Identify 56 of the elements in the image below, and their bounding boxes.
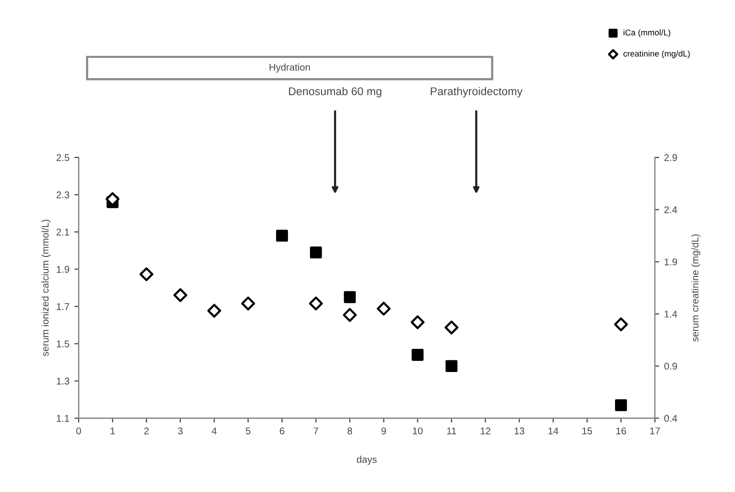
y2-tick-label: 2.9 (664, 154, 677, 162)
legend-label: iCa (mmol/L) (624, 29, 670, 38)
y-tick-label: 1.9 (56, 266, 70, 273)
point (207, 304, 222, 318)
x-tick-label: 8 (348, 427, 352, 434)
x-axis-title: days (356, 456, 377, 465)
point (444, 320, 458, 334)
x-tick-label: 16 (616, 427, 626, 434)
point (614, 317, 628, 332)
x-tick-label: 15 (582, 428, 592, 434)
x-tick-label: 6 (280, 427, 284, 434)
y-axis-title: serum ionized calcium (mmol/L) (41, 220, 51, 356)
point (241, 296, 256, 310)
point (308, 296, 323, 310)
y2-tick-label: 1.4 (664, 310, 678, 318)
point (615, 399, 627, 412)
y2-tick-label: 0.9 (664, 362, 677, 370)
point (342, 308, 357, 322)
y-tick-label: 2.5 (56, 154, 70, 162)
x-tick-label: 1 (110, 428, 115, 434)
point (410, 315, 425, 330)
x-tick-label: 17 (650, 428, 660, 434)
point (376, 302, 391, 316)
point (173, 288, 188, 302)
x-tick-label: 12 (480, 427, 490, 434)
y2-tick-label: 2.4 (664, 206, 678, 214)
point (446, 360, 458, 372)
y2-axis-title: serum creatinine (mg/dL) (691, 234, 700, 342)
y-tick-label: 1.1 (56, 415, 70, 422)
x-tick-label: 4 (212, 428, 217, 434)
y-tick-label: 2.3 (56, 191, 70, 198)
point (276, 230, 288, 242)
y-tick-label: 1.7 (56, 303, 70, 310)
x-tick-label: 13 (514, 427, 524, 434)
y-tick-label: 1.3 (56, 378, 70, 385)
x-tick-label: 9 (381, 427, 386, 434)
text: Parathyroidectomy (430, 87, 523, 98)
x-tick-label: 5 (246, 428, 250, 434)
x-tick-label: 0 (76, 427, 81, 434)
point (344, 291, 356, 304)
x-tick-label: 2 (144, 427, 149, 434)
text: Denosumab 60 mg (289, 87, 382, 98)
x-tick-label: 3 (178, 427, 183, 434)
x-tick-label: 7 (314, 428, 318, 434)
point (140, 267, 154, 282)
y2-tick-label: 1.9 (664, 258, 677, 266)
x-tick-label: 14 (548, 428, 558, 434)
point (412, 348, 424, 361)
y-tick-label: 1.5 (56, 340, 70, 348)
y2-tick-label: 0.4 (664, 414, 678, 422)
y-tick-label: 2.1 (56, 228, 70, 236)
point (310, 246, 322, 258)
x-tick-label: 11 (447, 428, 456, 434)
text: Hydration (270, 64, 310, 73)
legend-label: creatinine (mg/dL) (623, 50, 690, 58)
x-tick-label: 10 (412, 427, 423, 434)
